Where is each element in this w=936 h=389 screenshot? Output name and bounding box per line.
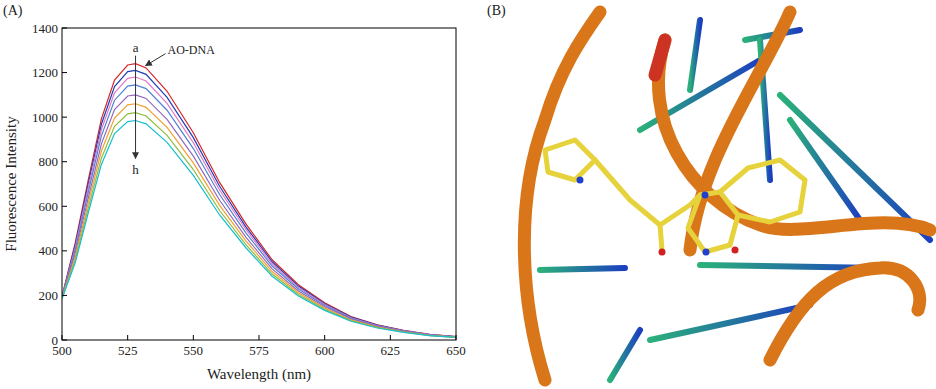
y-tick	[62, 161, 67, 162]
plot-lines	[62, 64, 456, 338]
spectrum-line	[62, 77, 456, 337]
spectrum-line	[62, 104, 456, 337]
x-axis-title: Wavelength (nm)	[207, 366, 311, 383]
y-axis-title: Fluorescence Intensity	[3, 116, 19, 252]
ligand-atom-o	[659, 249, 666, 256]
x-tick	[62, 335, 63, 340]
y-tick-label: 1200	[32, 65, 58, 80]
base-pair-stick	[690, 20, 700, 90]
spectrum-line	[62, 95, 456, 337]
spectrum-line	[62, 64, 456, 337]
y-tick-label: 400	[39, 243, 59, 258]
y-tick	[62, 28, 67, 29]
docking-scene	[512, 12, 932, 389]
base-pair-stick	[700, 17, 770, 23]
annotation-a: a	[133, 40, 139, 55]
figure: (A)5005255505756006256500200400600800100…	[0, 0, 936, 389]
x-tick	[390, 335, 391, 340]
y-tick	[62, 295, 67, 296]
y-tick	[62, 250, 67, 251]
y-tick-label: 800	[39, 154, 59, 169]
x-tick-label: 600	[315, 343, 335, 358]
annotation-pointer	[146, 54, 166, 66]
x-tick	[456, 335, 457, 340]
ligand-ring	[545, 140, 595, 180]
backbone-tube	[524, 12, 600, 380]
spectrum-line	[62, 113, 456, 338]
backbone-end	[655, 40, 665, 75]
annotation-arrow	[135, 56, 136, 159]
y-tick-label: 200	[39, 288, 59, 303]
y-tick-label: 600	[39, 199, 59, 214]
x-tick	[324, 335, 325, 340]
y-tick	[62, 206, 67, 207]
y-tick-label: 1400	[32, 21, 58, 36]
base-pair-stick	[540, 268, 625, 270]
x-tick-label: 550	[184, 343, 204, 358]
x-tick	[193, 335, 194, 340]
y-tick-label: 1000	[32, 110, 58, 125]
backbone-tube	[770, 268, 920, 360]
spectrum-line	[62, 85, 456, 337]
spectrum-line	[62, 70, 456, 336]
ligand-atom-n	[703, 249, 710, 256]
panel-label: (B)	[487, 3, 506, 19]
ligand-atom-o	[732, 247, 739, 254]
ligand	[545, 140, 805, 252]
ligand-atom-n	[577, 177, 584, 184]
ligand-atom-n	[702, 192, 709, 199]
x-tick-label: 625	[381, 343, 401, 358]
ligand-carbonyl	[660, 225, 662, 250]
x-tick-label: 575	[249, 343, 269, 358]
y-tick	[62, 340, 67, 341]
annotation-ao-dna: AO-DNA	[168, 43, 216, 57]
annotation-h: h	[132, 162, 139, 177]
x-tick	[127, 335, 128, 340]
y-tick	[62, 72, 67, 73]
ligand-chain	[595, 160, 700, 225]
y-tick	[62, 117, 67, 118]
x-tick-label: 525	[118, 343, 138, 358]
plot-frame	[62, 28, 456, 340]
y-tick-label: 0	[52, 333, 59, 348]
scene-bg	[512, 12, 932, 389]
x-tick-label: 650	[446, 343, 466, 358]
spectrum-line	[62, 120, 456, 337]
panel-label: (A)	[3, 3, 23, 19]
ligand-ring	[688, 192, 738, 252]
base-pair-stick	[610, 330, 640, 380]
ligand-ring	[720, 160, 805, 222]
x-tick	[259, 335, 260, 340]
